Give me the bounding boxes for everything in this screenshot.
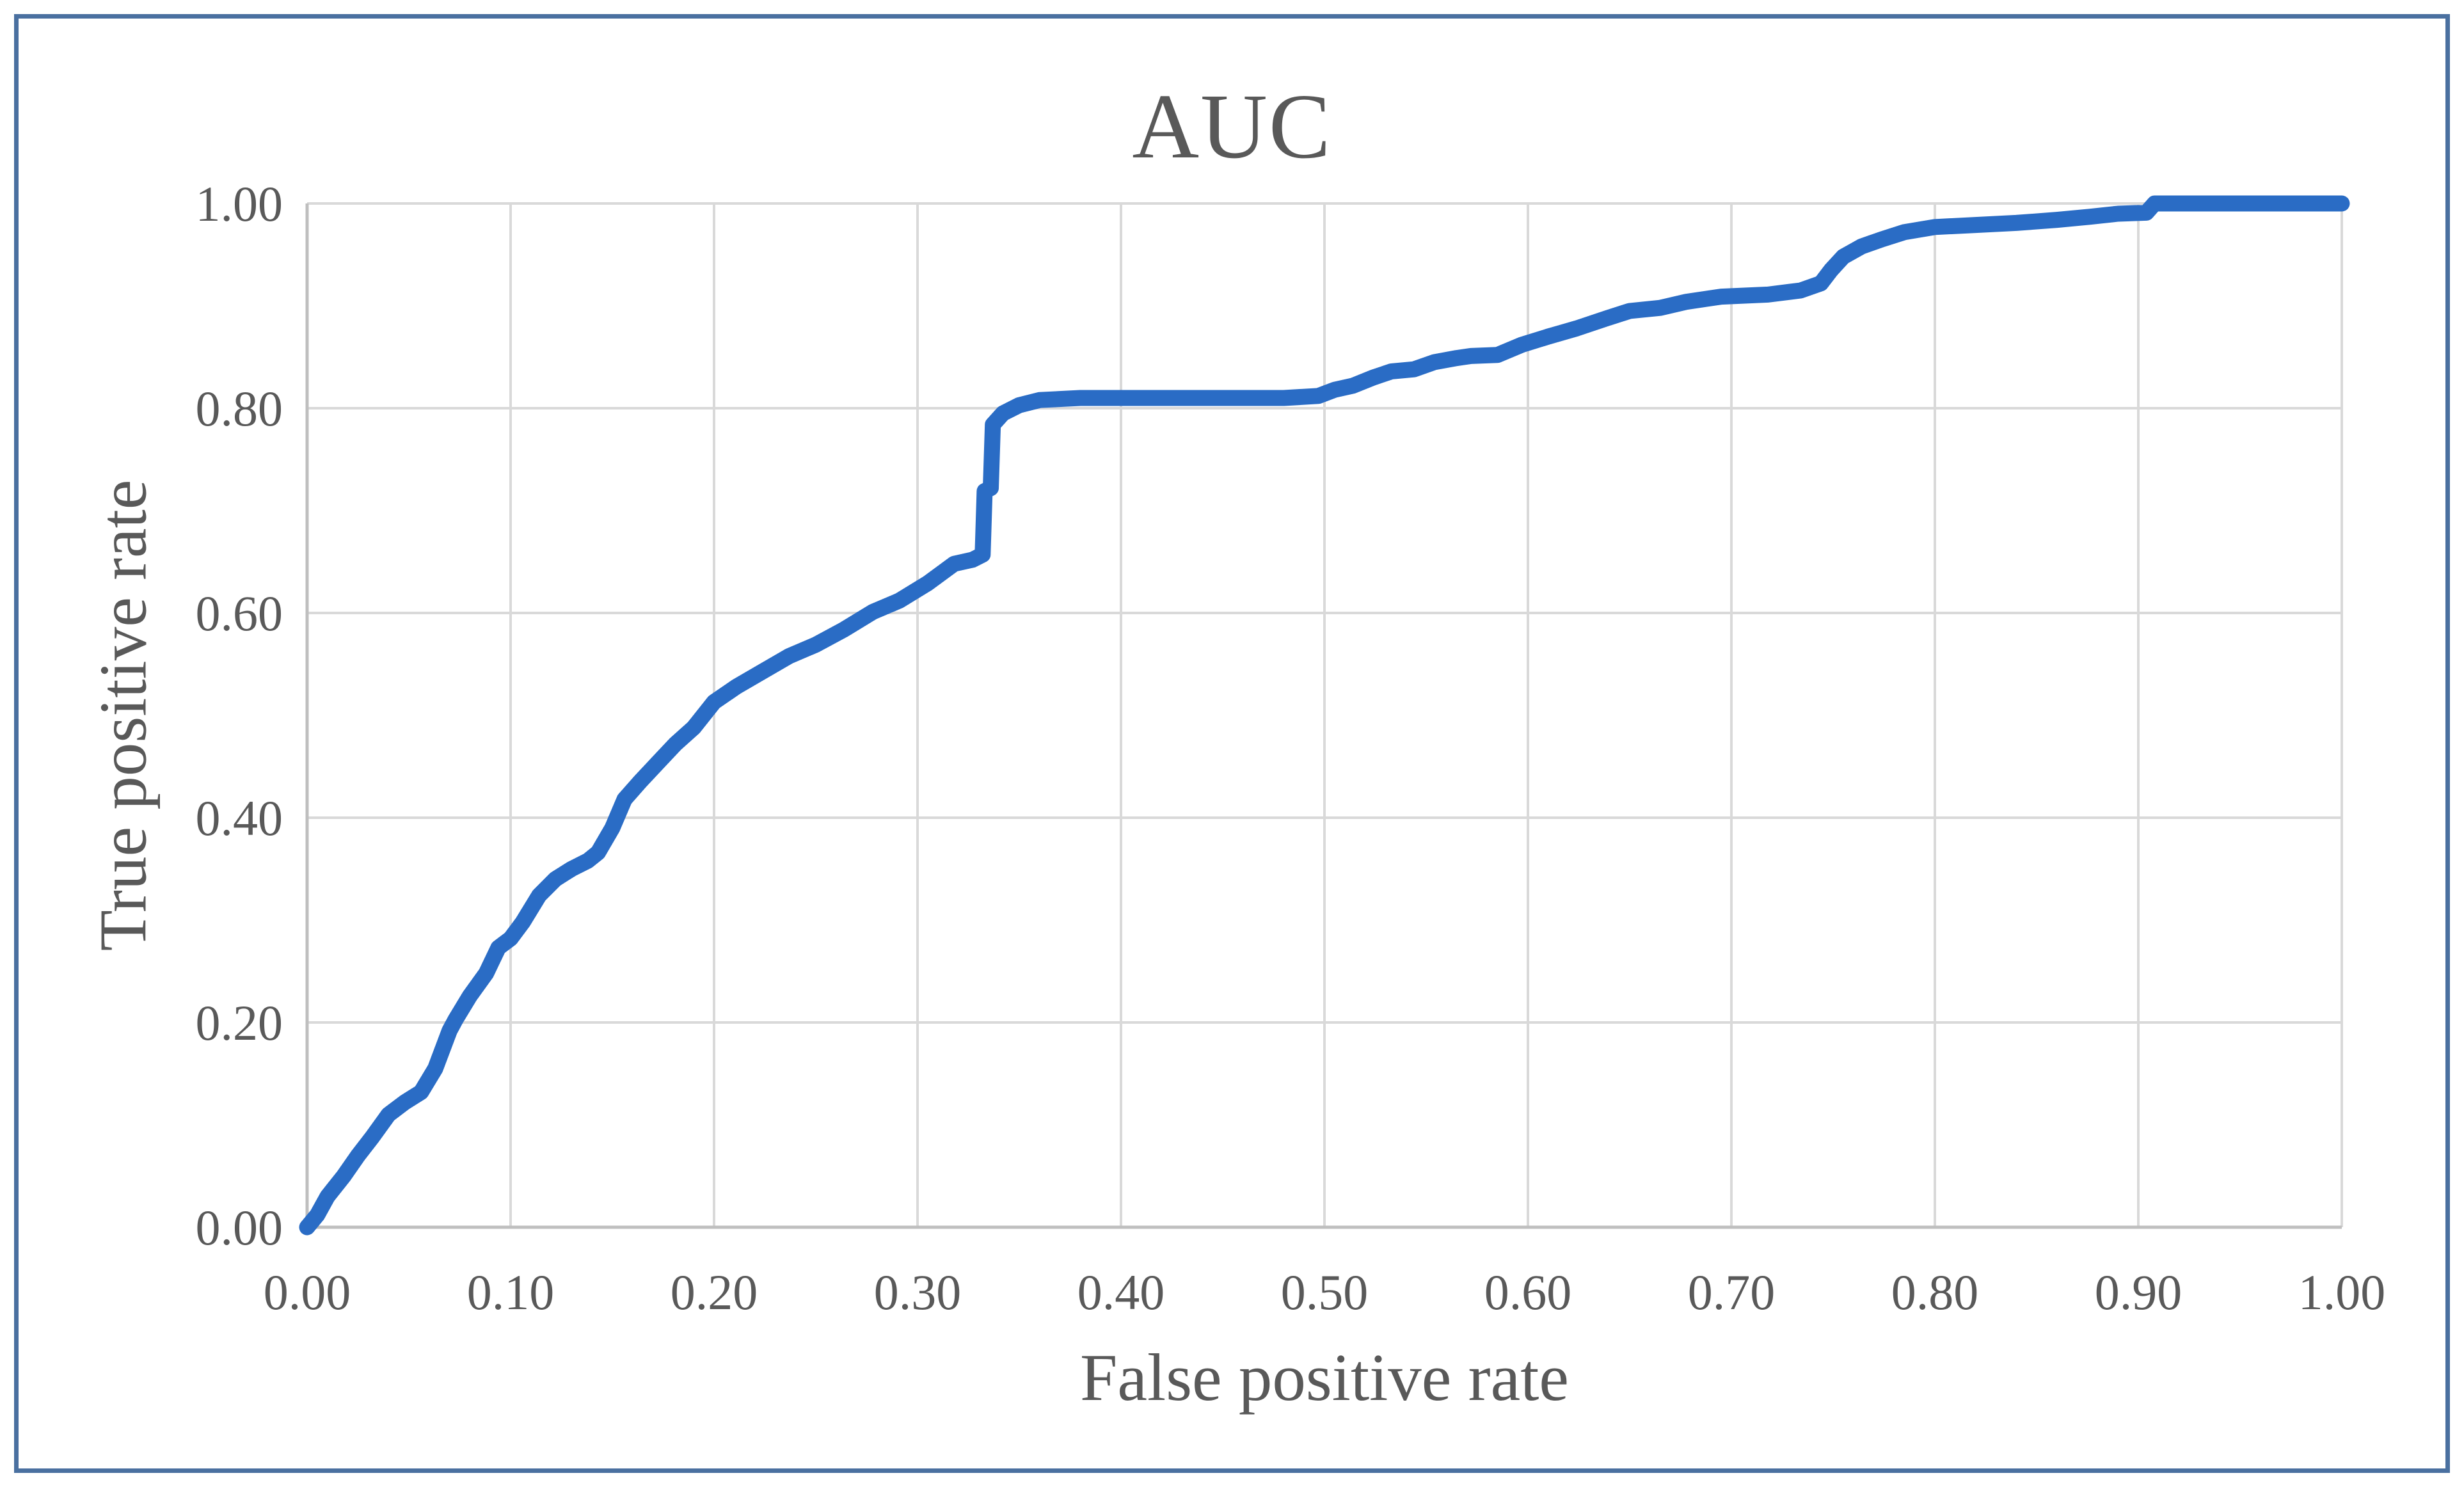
x-tick-label: 0.90: [2095, 1264, 2182, 1320]
x-tick-label: 0.50: [1281, 1264, 1369, 1320]
y-tick-label: 1.00: [196, 176, 283, 232]
x-axis-title: False positive rate: [1080, 1340, 1569, 1415]
y-tick-label: 0.60: [196, 585, 283, 641]
y-tick-label: 0.00: [196, 1200, 283, 1255]
x-tick-label: 0.30: [874, 1264, 962, 1320]
x-tick-label: 1.00: [2298, 1264, 2386, 1320]
x-tick-label: 0.70: [1688, 1264, 1776, 1320]
x-tick-label: 0.40: [1077, 1264, 1165, 1320]
figure-border: [14, 14, 2450, 1473]
y-tick-label: 0.80: [196, 381, 283, 436]
x-tick-label: 0.80: [1891, 1264, 1979, 1320]
roc-curve: [299, 195, 2350, 1236]
x-tick-label: 0.60: [1484, 1264, 1572, 1320]
chart-title: AUC: [1132, 76, 1332, 178]
x-tick-label: 0.20: [671, 1264, 758, 1320]
y-tick-label: 0.40: [196, 790, 283, 846]
y-tick-label: 0.20: [196, 995, 283, 1051]
y-axis-title: True positive rate: [85, 479, 161, 951]
x-tick-label: 0.10: [467, 1264, 555, 1320]
x-tick-label: 0.00: [264, 1264, 351, 1320]
